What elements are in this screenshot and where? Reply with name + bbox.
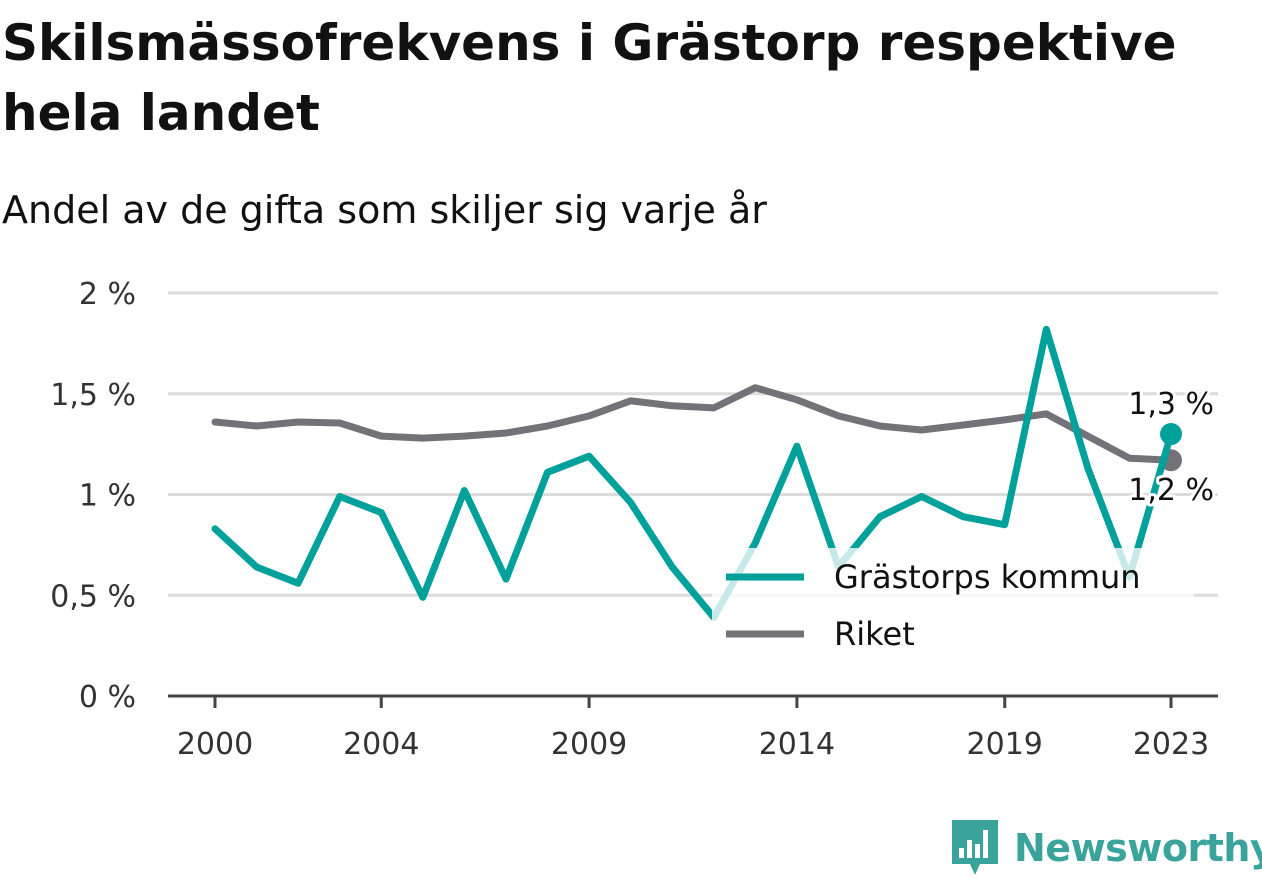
series-line-1: [211, 384, 1175, 464]
y-tick-label: 0 %: [79, 680, 136, 715]
legend-label: Grästorps kommun: [834, 558, 1141, 596]
newsworthy-logo-icon: [952, 820, 998, 875]
brand-logo: Newsworthy: [950, 818, 1262, 878]
x-tick-label: 2004: [343, 727, 419, 762]
y-tick-label: 2 %: [79, 277, 136, 312]
x-tick-label: 2009: [551, 727, 627, 762]
y-tick-label: 0,5 %: [50, 579, 136, 614]
x-tick-label: 2000: [177, 727, 253, 762]
legend-label: Riket: [834, 615, 915, 653]
chart-title: Skilsmässofrekvens i Grästorp respektive…: [2, 14, 1177, 142]
series-line-0: [211, 325, 1175, 621]
end-value-label: 1,2 %: [1128, 473, 1214, 508]
y-tick-label: 1,5 %: [50, 378, 136, 413]
x-tick-label: 2019: [967, 727, 1043, 762]
chart-subtitle: Andel av de gifta som skiljer sig varje …: [2, 188, 767, 232]
series-end-point-0: [1160, 423, 1182, 446]
brand-name: Newsworthy: [1014, 826, 1262, 870]
y-tick-label: 1 %: [79, 479, 136, 514]
x-tick-label: 2023: [1133, 727, 1209, 762]
legend-background: [712, 548, 1194, 666]
x-tick-label: 2014: [759, 727, 835, 762]
end-value-label: 1,3 %: [1128, 387, 1214, 422]
